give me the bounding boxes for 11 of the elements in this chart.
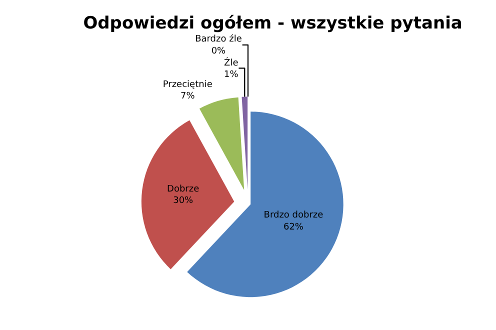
slice-label: Przeciętnie [162,80,213,90]
data-label: 7% [180,92,196,102]
data-label: 62% [283,222,304,232]
slice-label: Źle [224,56,239,68]
chart-title: Odpowiedzi ogółem - wszystkie pytania [83,13,462,34]
data-label: 1% [224,70,239,80]
slice-label: Brdzo dobrze [264,210,324,221]
text: 0% [211,46,226,56]
category-label: Bardzo źle [195,34,242,45]
data-label: 30% [173,196,194,206]
slice-label: Dobrze [167,184,200,194]
